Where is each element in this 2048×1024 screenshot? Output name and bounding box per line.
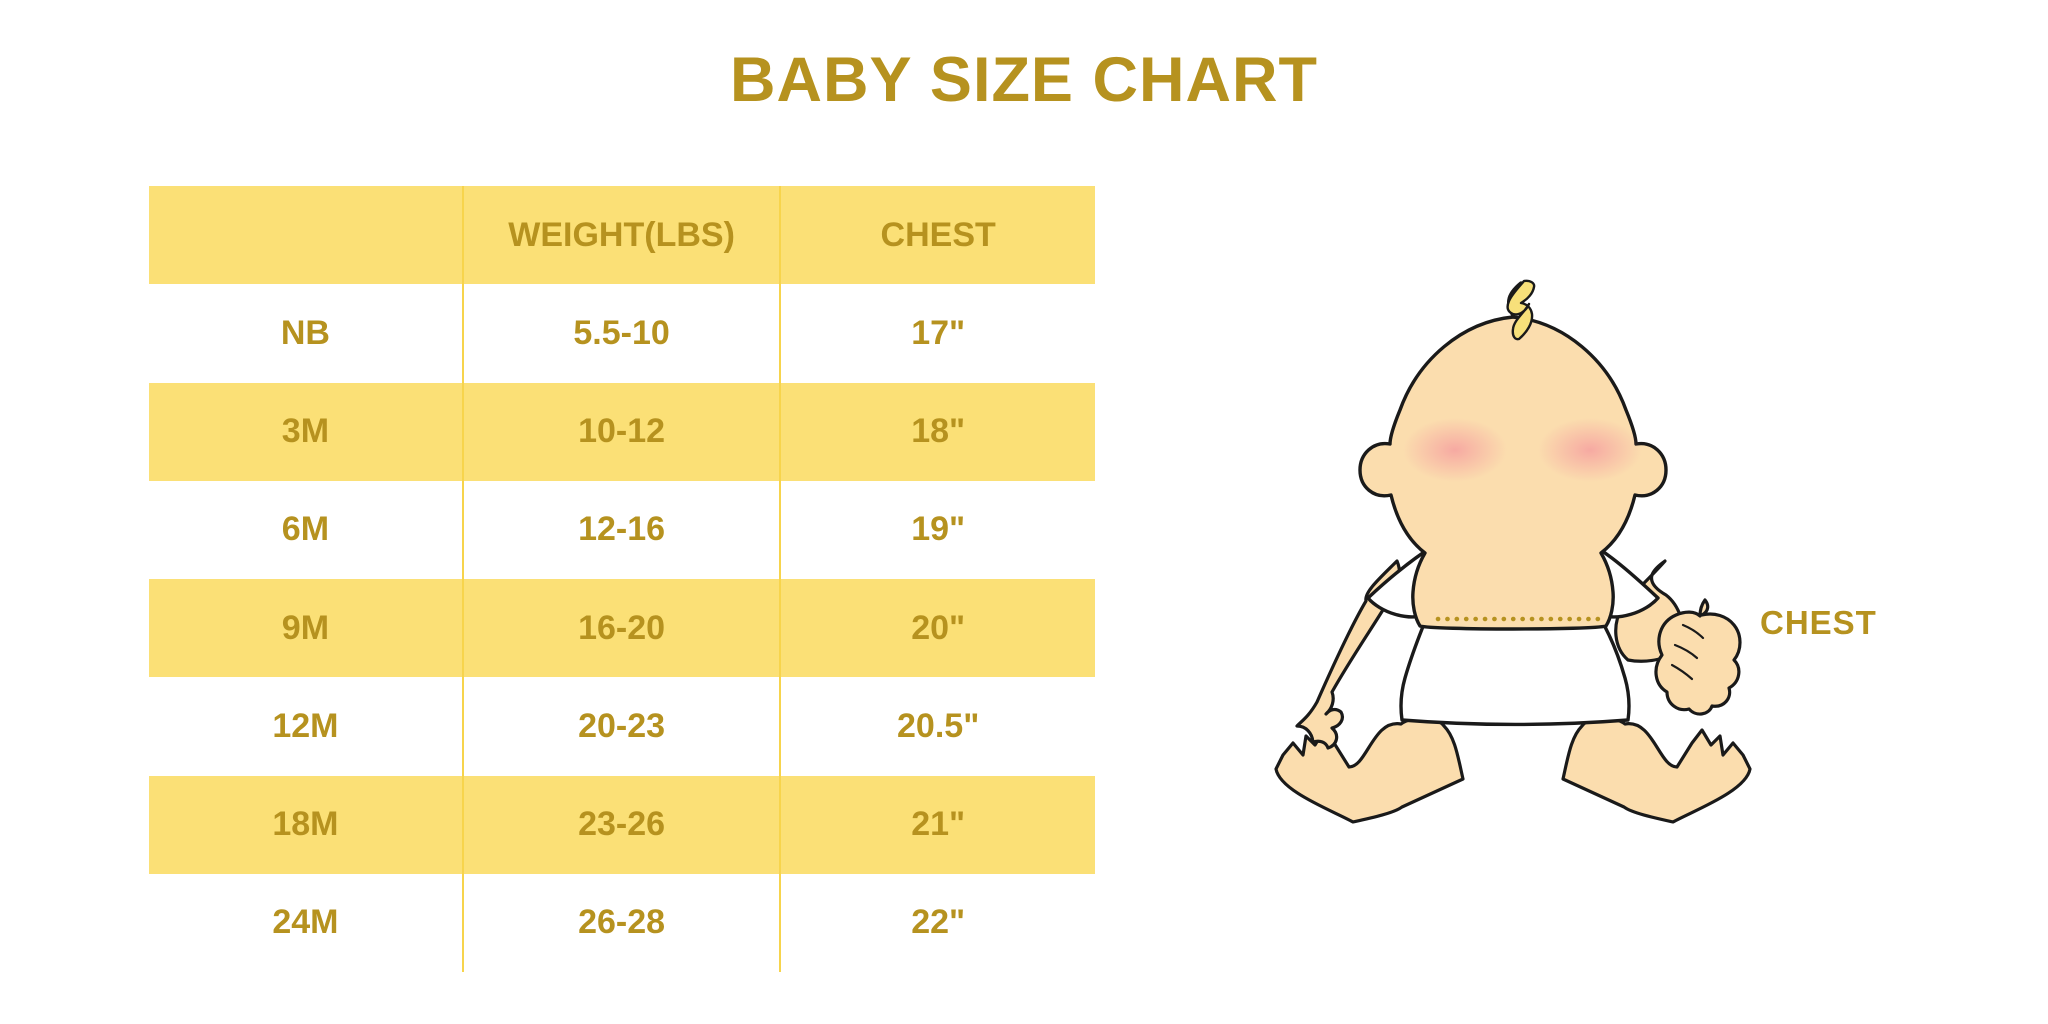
- svg-text:CHEST: CHEST: [1760, 604, 1877, 641]
